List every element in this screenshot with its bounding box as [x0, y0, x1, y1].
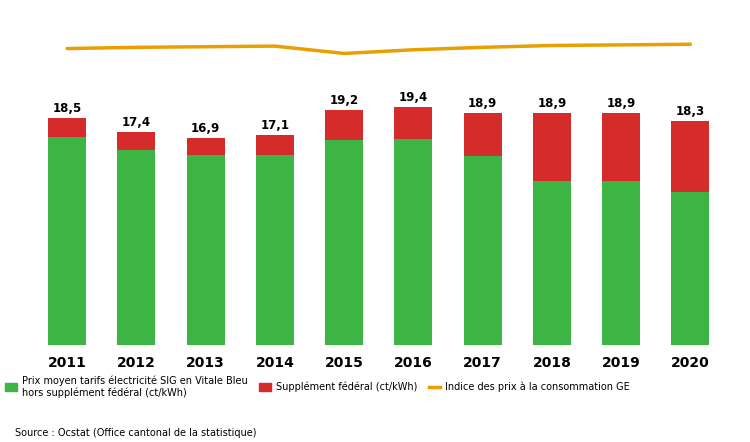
Bar: [464, 114, 502, 156]
Bar: [464, 156, 502, 345]
Bar: [532, 181, 571, 345]
Text: 18,3: 18,3: [676, 105, 705, 118]
Text: 18,9: 18,9: [607, 97, 636, 110]
Bar: [48, 118, 86, 137]
Text: 17,4: 17,4: [122, 116, 151, 129]
Text: 17,1: 17,1: [260, 119, 290, 133]
Bar: [117, 132, 155, 150]
Text: Source : Ocstat (Office cantonal de la statistique): Source : Ocstat (Office cantonal de la s…: [15, 427, 256, 438]
Bar: [117, 150, 155, 345]
Bar: [671, 121, 710, 192]
Legend: Prix moyen tarifs électricité SIG en Vitale Bleu
hors supplément fédéral (ct/kWh: Prix moyen tarifs électricité SIG en Vit…: [5, 375, 630, 398]
Text: 18,5: 18,5: [53, 102, 82, 115]
Bar: [602, 114, 640, 181]
Bar: [256, 155, 294, 345]
Bar: [187, 155, 225, 345]
Text: 16,9: 16,9: [191, 122, 220, 135]
Bar: [394, 139, 433, 345]
Bar: [325, 110, 363, 141]
Bar: [532, 114, 571, 181]
Text: 19,2: 19,2: [329, 94, 358, 107]
Bar: [394, 107, 433, 139]
Bar: [48, 137, 86, 345]
Bar: [187, 138, 225, 155]
Bar: [671, 192, 710, 345]
Text: 18,9: 18,9: [537, 97, 566, 110]
Text: 19,4: 19,4: [399, 91, 428, 104]
Bar: [256, 135, 294, 155]
Bar: [602, 181, 640, 345]
Bar: [325, 141, 363, 345]
Text: 18,9: 18,9: [468, 97, 497, 110]
